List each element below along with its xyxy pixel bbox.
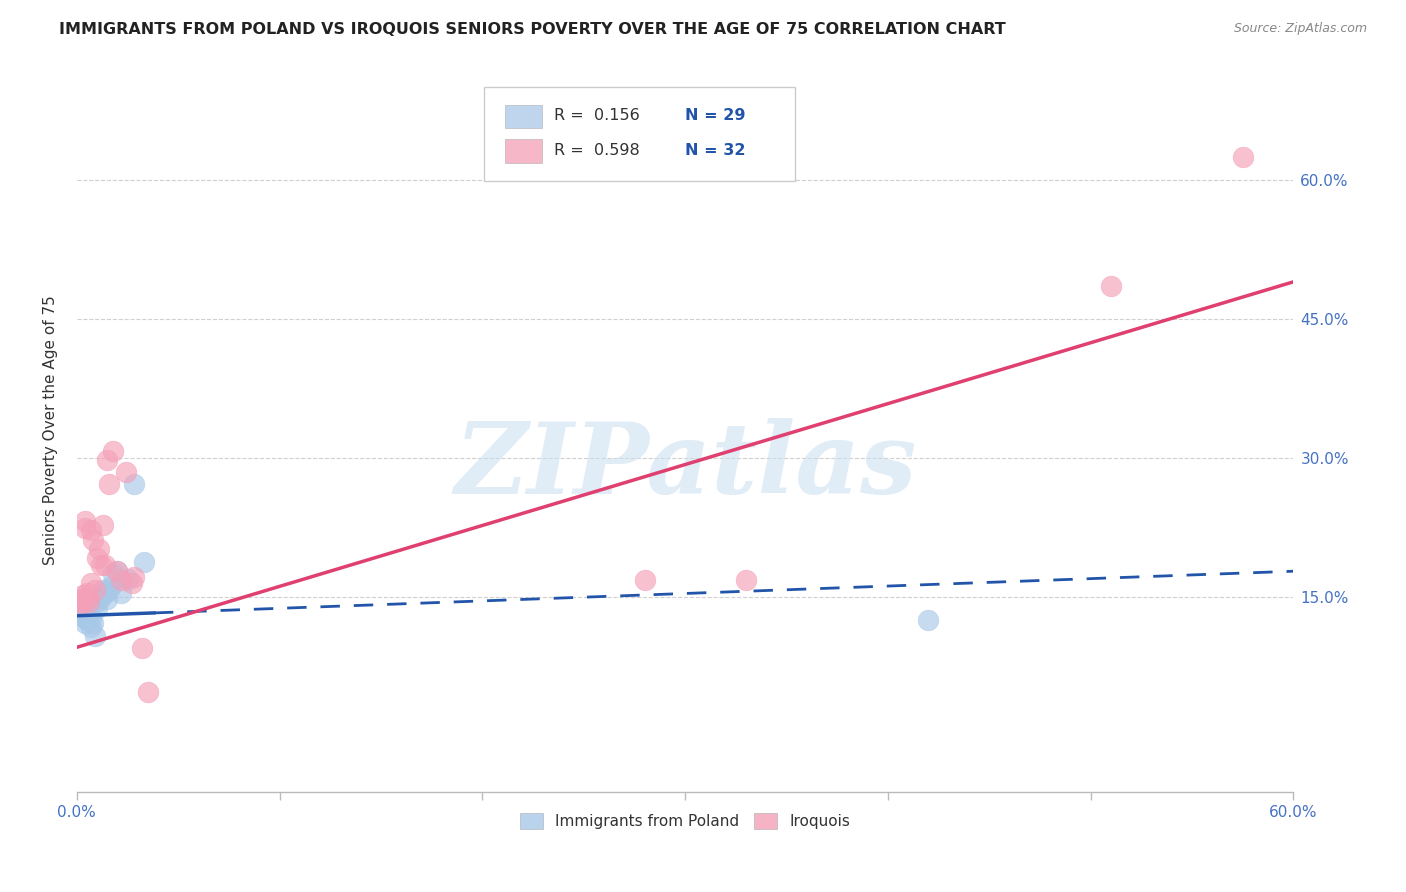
Text: R =  0.598: R = 0.598: [554, 143, 640, 158]
Point: [107, 564, 129, 578]
Point: [98, 477, 121, 491]
Point: [67, 598, 90, 612]
Point: [77, 599, 100, 614]
Point: [1232, 150, 1254, 164]
Text: N = 29: N = 29: [685, 108, 745, 123]
Point: [73, 514, 96, 528]
Point: [110, 585, 132, 599]
Point: [80, 576, 103, 591]
Point: [100, 579, 122, 593]
Point: [114, 465, 136, 479]
Point: [67, 598, 90, 612]
Point: [107, 564, 129, 578]
Text: N = 32: N = 32: [685, 143, 745, 158]
Text: IMMIGRANTS FROM POLAND VS IROQUOIS SENIORS POVERTY OVER THE AGE OF 75 CORRELATIO: IMMIGRANTS FROM POLAND VS IROQUOIS SENIO…: [59, 22, 1005, 37]
Point: [86, 551, 108, 566]
Point: [80, 620, 103, 634]
Point: [110, 574, 132, 588]
Point: [82, 616, 104, 631]
Text: ZIPatlas: ZIPatlas: [454, 418, 917, 515]
Point: [72, 608, 94, 623]
Point: [122, 570, 145, 584]
Point: [80, 524, 103, 538]
Point: [633, 574, 655, 588]
Point: [84, 629, 107, 643]
Point: [86, 601, 108, 615]
Point: [73, 610, 96, 624]
Point: [96, 592, 118, 607]
Point: [103, 443, 125, 458]
FancyBboxPatch shape: [485, 87, 794, 181]
Point: [96, 453, 118, 467]
Point: [91, 582, 114, 597]
Point: [72, 588, 94, 602]
Point: [132, 555, 155, 569]
Point: [1099, 279, 1122, 293]
Point: [90, 590, 112, 604]
Point: [82, 533, 104, 547]
Point: [90, 558, 112, 572]
Point: [122, 477, 145, 491]
Point: [77, 595, 100, 609]
FancyBboxPatch shape: [505, 104, 541, 128]
Point: [73, 521, 96, 535]
Point: [121, 576, 143, 591]
Text: Source: ZipAtlas.com: Source: ZipAtlas.com: [1233, 22, 1367, 36]
Point: [86, 595, 108, 609]
Point: [70, 601, 93, 615]
Point: [73, 616, 96, 631]
Point: [94, 558, 117, 572]
Point: [80, 610, 103, 624]
Y-axis label: Seniors Poverty Over the Age of 75: Seniors Poverty Over the Age of 75: [44, 295, 58, 566]
Text: R =  0.156: R = 0.156: [554, 108, 640, 123]
FancyBboxPatch shape: [505, 139, 541, 162]
Point: [103, 566, 125, 581]
Point: [77, 604, 100, 618]
Point: [131, 641, 153, 656]
Legend: Immigrants from Poland, Iroquois: Immigrants from Poland, Iroquois: [513, 806, 856, 835]
Point: [117, 572, 139, 586]
Point: [70, 592, 93, 607]
Point: [84, 582, 107, 597]
Point: [89, 541, 111, 556]
Point: [76, 607, 98, 621]
Point: [98, 582, 121, 597]
Point: [917, 613, 939, 627]
Point: [76, 585, 98, 599]
Point: [91, 517, 114, 532]
Point: [735, 574, 758, 588]
Point: [76, 592, 98, 607]
Point: [94, 585, 117, 599]
Point: [136, 685, 159, 699]
Point: [76, 613, 98, 627]
Point: [72, 595, 94, 609]
Point: [89, 592, 111, 607]
